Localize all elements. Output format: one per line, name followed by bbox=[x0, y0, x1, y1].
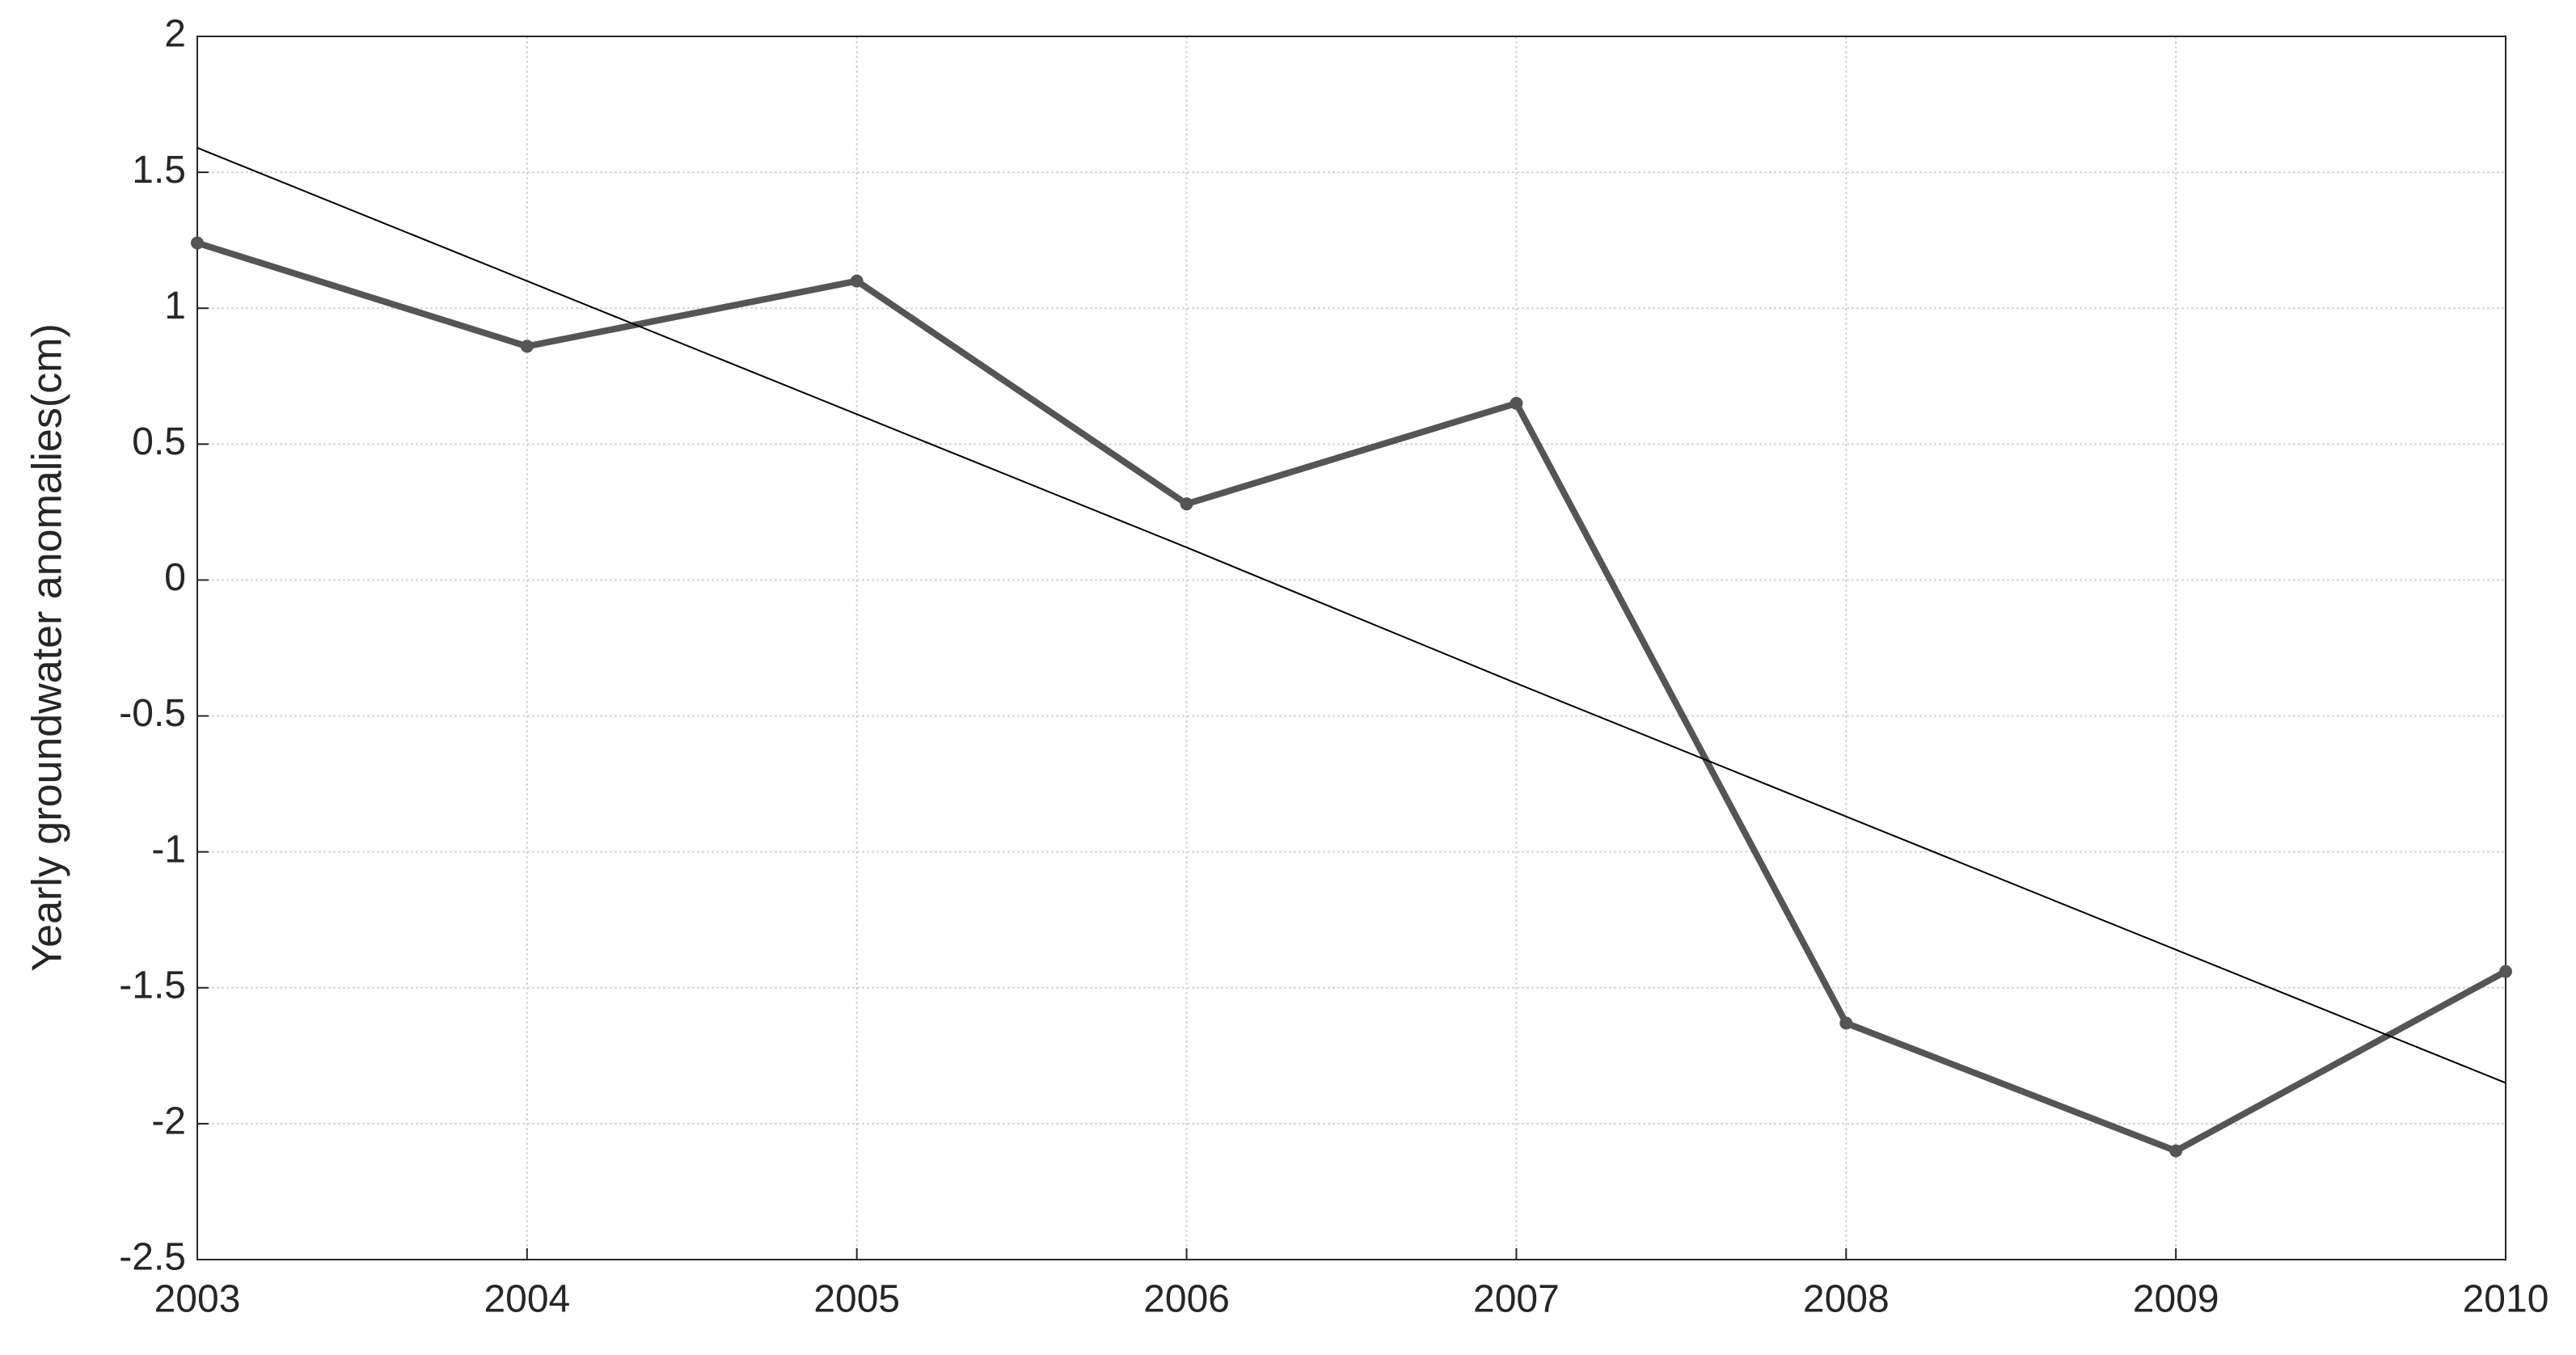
data-point bbox=[2169, 1144, 2183, 1158]
data-point bbox=[1839, 1016, 1853, 1030]
x-tick-label: 2006 bbox=[1143, 1278, 1230, 1321]
y-tick-label: -1 bbox=[151, 828, 186, 871]
data-point bbox=[850, 274, 864, 288]
x-tick-label: 2010 bbox=[2463, 1278, 2549, 1321]
data-point bbox=[520, 340, 534, 353]
data-point bbox=[1180, 497, 1193, 511]
data-point bbox=[191, 236, 204, 250]
y-tick-label: 0 bbox=[164, 556, 186, 599]
data-point bbox=[2499, 965, 2512, 978]
y-tick-label: 0.5 bbox=[132, 420, 186, 463]
plot-frame bbox=[196, 36, 2506, 1260]
y-tick-label: 2 bbox=[164, 13, 186, 56]
x-tick-label: 2008 bbox=[1803, 1278, 1890, 1321]
x-tick-label: 2004 bbox=[484, 1278, 570, 1321]
y-tick-label: -2.5 bbox=[119, 1236, 186, 1279]
y-tick-label: -2 bbox=[151, 1100, 186, 1143]
y-tick-label: -0.5 bbox=[119, 692, 186, 735]
data-line bbox=[196, 146, 2506, 1084]
x-tick-label: 2005 bbox=[813, 1278, 900, 1321]
x-tick-label: 2009 bbox=[2133, 1278, 2219, 1321]
x-tick-label: 2003 bbox=[154, 1278, 241, 1321]
data-line bbox=[196, 239, 2507, 1154]
y-tick-label: 1 bbox=[164, 285, 186, 327]
y-tick-label: 1.5 bbox=[132, 149, 186, 192]
y-tick-label: -1.5 bbox=[119, 964, 186, 1007]
data-point bbox=[1510, 396, 1523, 410]
y-axis-label: Yearly groundwater anomalies(cm) bbox=[24, 323, 71, 972]
x-tick-label: 2007 bbox=[1473, 1278, 1560, 1321]
